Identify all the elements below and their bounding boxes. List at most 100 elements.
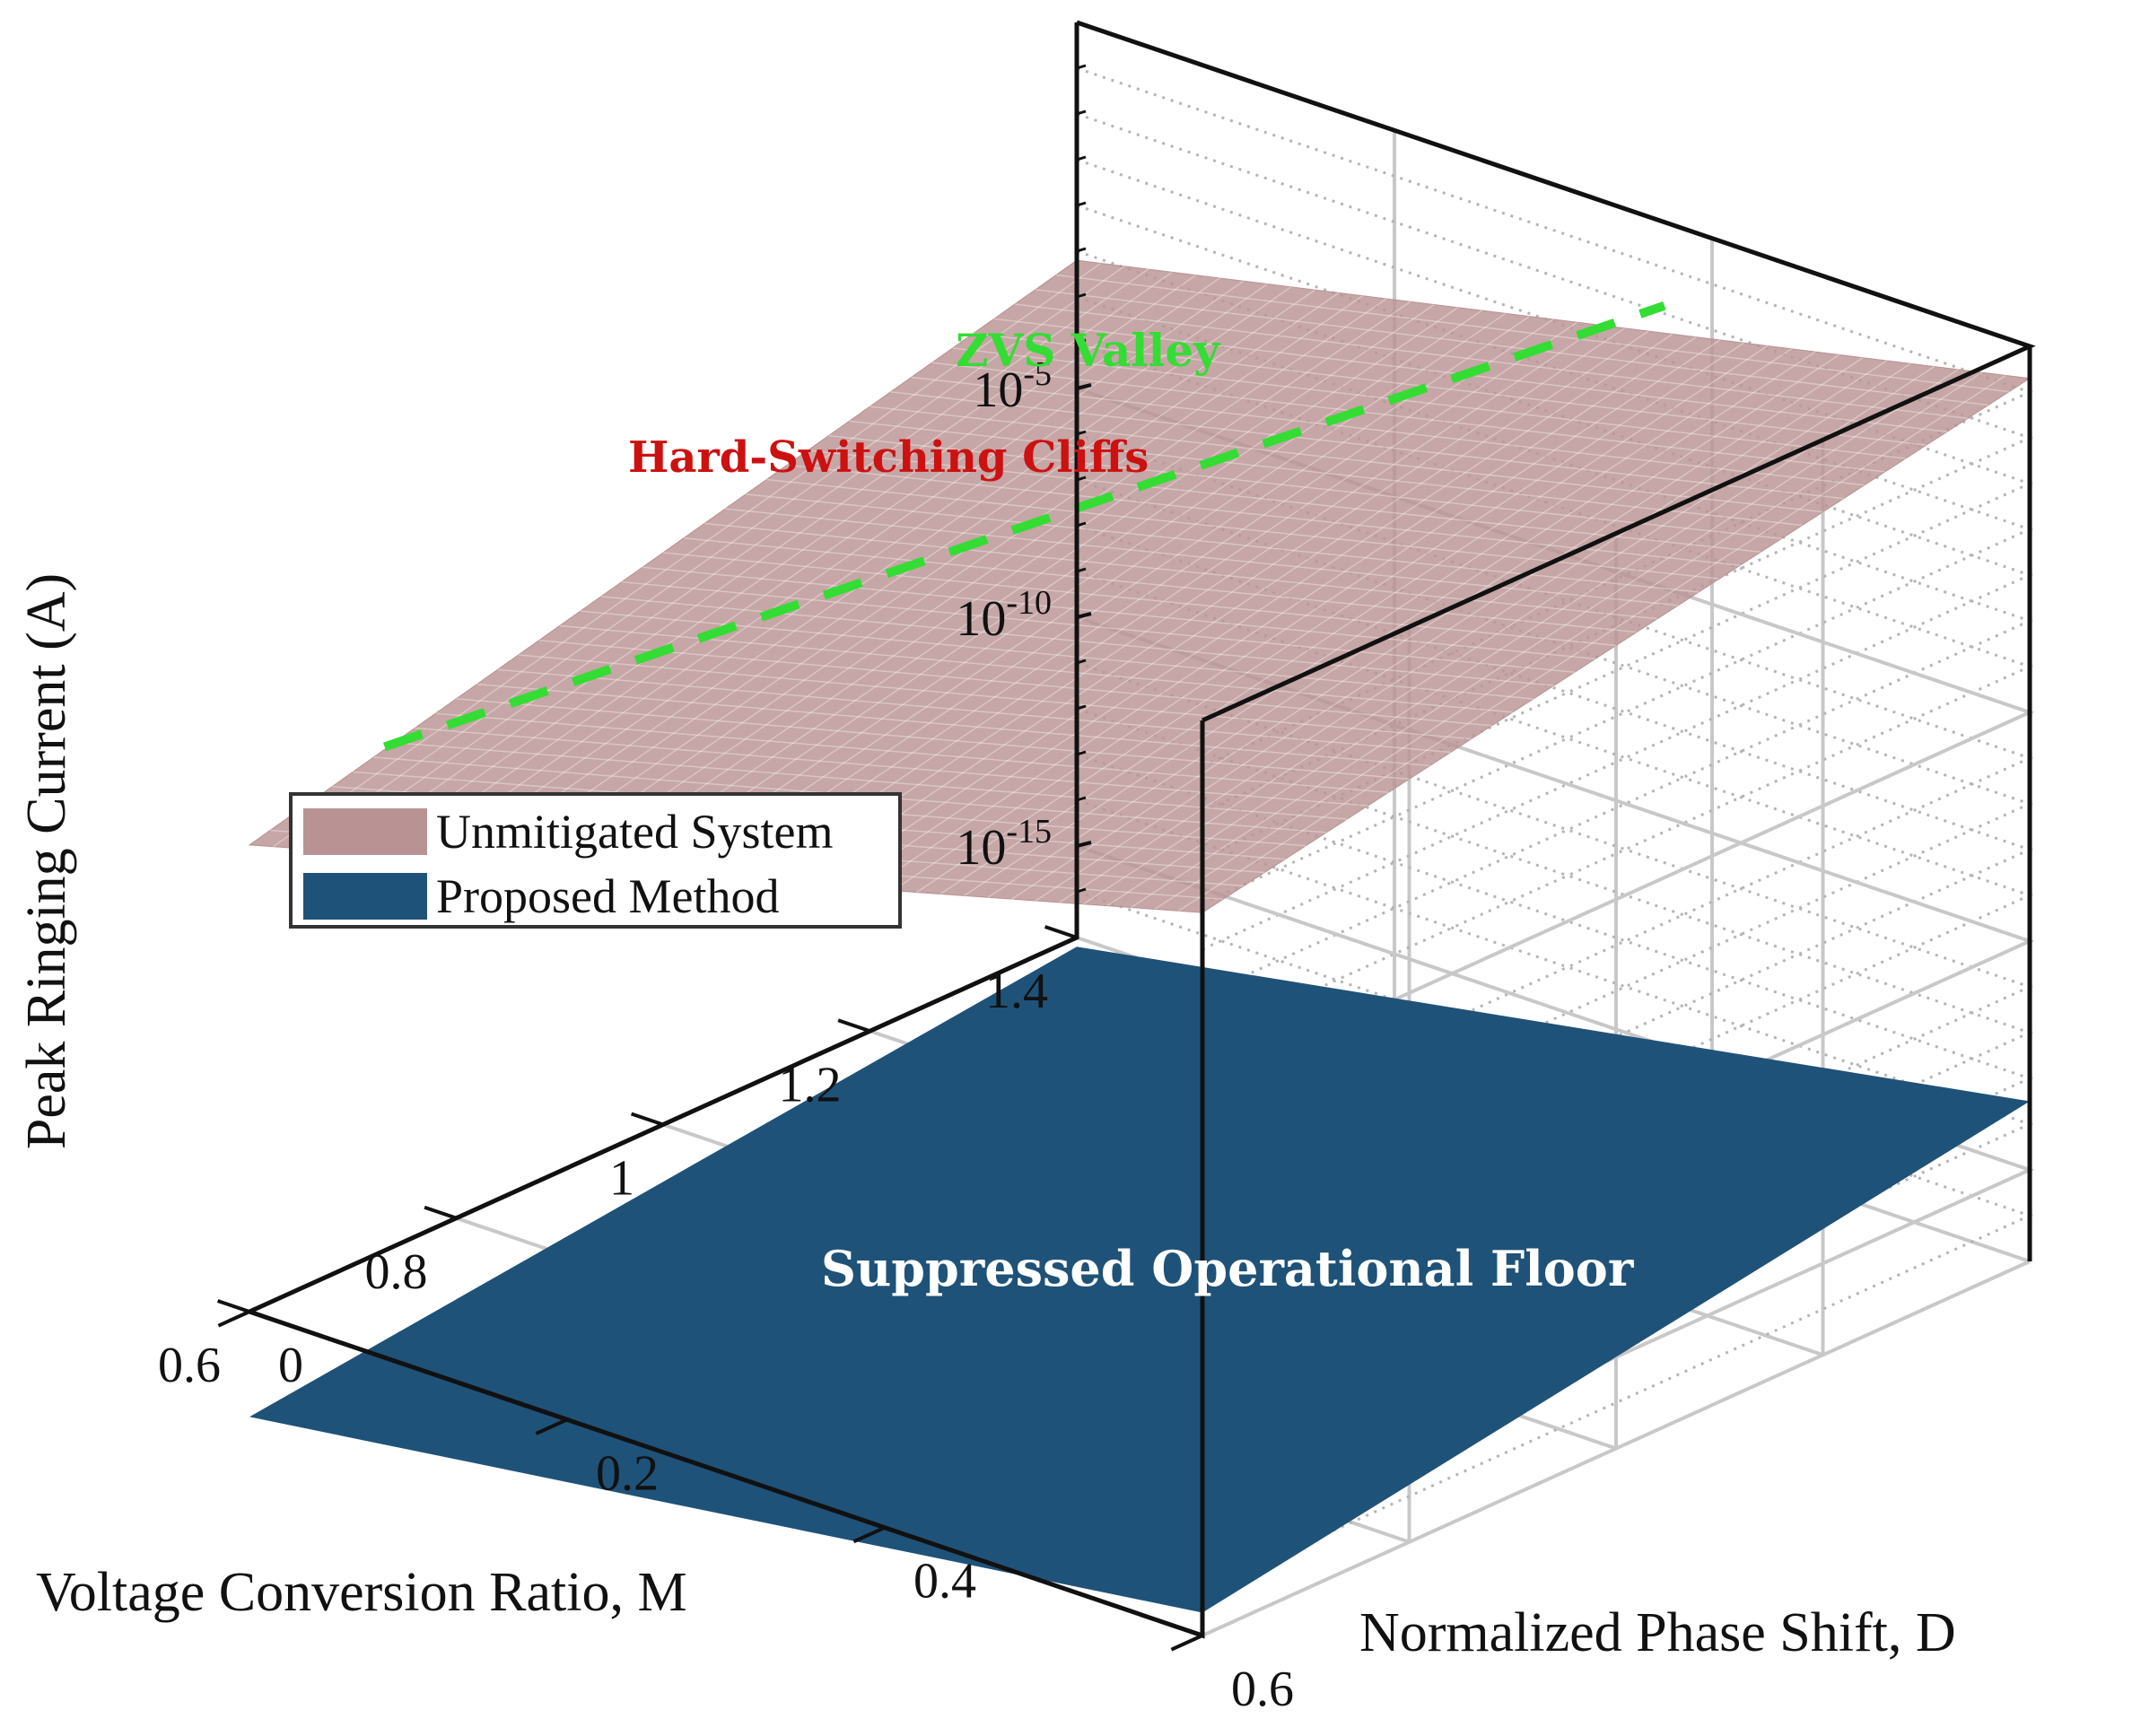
mesh-line — [435, 712, 1389, 793]
mesh-line — [704, 522, 1658, 620]
mesh-line — [1082, 362, 1911, 905]
y-axis-label: Normalized Phase Shift, D — [1359, 1602, 1956, 1663]
tick-labels: 0.6 0.8 1 1.2 1.4 0 0.2 0.4 0.6 10-15 10-10 10-5 — [158, 355, 1294, 1717]
legend-swatch-proposed — [303, 873, 427, 920]
mesh-line — [368, 275, 1197, 854]
legend-swatch-unmitigated — [303, 808, 427, 855]
z-minor-tick — [1076, 750, 1087, 756]
mesh-line — [931, 362, 1885, 473]
mesh-line — [320, 268, 1149, 851]
z-tick-label: 10-5 — [973, 355, 1052, 418]
y-tick-mark — [217, 1310, 250, 1328]
mesh-line — [973, 332, 1927, 446]
surfaces — [248, 259, 2032, 1613]
mesh-line — [487, 289, 1315, 863]
z-minor-tick — [1076, 430, 1087, 436]
proposed-surface — [249, 947, 2030, 1613]
mesh-line — [511, 292, 1340, 865]
zvs-valley-line — [383, 301, 1666, 752]
z-minor-tick — [1076, 64, 1087, 70]
surface-proposed — [249, 947, 2030, 1613]
zvs-valley-annotation: ZVS Valley — [956, 324, 1221, 377]
mesh-line — [725, 508, 1679, 606]
y-tick-label: 0 — [278, 1338, 303, 1393]
x-tick-label: 1.4 — [985, 964, 1048, 1019]
mesh-line — [766, 478, 1720, 580]
legend-label-unmitigated: Unmitigated System — [436, 805, 834, 859]
mesh-line — [911, 376, 1865, 486]
z-axis-label: Peak Ringing Current (A) — [16, 573, 77, 1149]
mesh-line — [1059, 360, 1888, 903]
x-tick-label: 0.6 — [158, 1338, 221, 1393]
mesh-line — [344, 271, 1173, 852]
legend: Unmitigated System Proposed Method — [289, 792, 902, 929]
y-tick-mark — [1170, 1634, 1203, 1652]
mesh-line — [964, 348, 1792, 896]
mesh-line — [273, 262, 1101, 848]
mesh-line — [394, 742, 1348, 820]
suppressed-floor-annotation: Suppressed Operational Floor — [821, 1240, 1634, 1297]
z-minor-tick — [1076, 109, 1087, 116]
mesh-line — [415, 727, 1368, 807]
mesh-line — [535, 295, 1364, 867]
mesh-line — [1014, 303, 1968, 420]
mesh-line — [497, 668, 1451, 754]
mesh-line — [683, 537, 1638, 633]
mesh-line — [391, 277, 1220, 856]
z-minor-tick — [1076, 567, 1087, 573]
mesh-line — [808, 449, 1761, 553]
mesh-line — [844, 333, 1673, 888]
mesh-line — [892, 339, 1721, 892]
x-tick-mark — [1044, 925, 1078, 939]
z-minor-tick — [1076, 796, 1087, 802]
x-tick-mark — [424, 1205, 458, 1220]
z-minor-tick — [1076, 155, 1087, 161]
z-tick-label: 10-15 — [956, 813, 1052, 876]
mesh-line — [1035, 357, 1864, 902]
mesh-line — [773, 324, 1602, 883]
x-tick-label: 0.8 — [365, 1244, 428, 1300]
z-minor-tick — [1076, 887, 1087, 894]
z-minor-tick — [1076, 613, 1087, 619]
mesh-line — [797, 327, 1626, 885]
mesh-line — [677, 312, 1507, 877]
x-tick-label: 1 — [609, 1151, 634, 1207]
floor-gridline-d — [1202, 1260, 2031, 1637]
mesh-line — [1035, 289, 1988, 406]
mesh-line — [559, 624, 1513, 713]
mesh-line — [702, 316, 1530, 878]
z-minor-tick — [1076, 384, 1087, 390]
x-tick-label: 1.2 — [779, 1057, 842, 1112]
y-tick-label: 0.2 — [596, 1445, 659, 1501]
mesh-line — [582, 301, 1411, 869]
x-tick-mark — [837, 1018, 871, 1034]
mesh-line — [1154, 371, 1983, 911]
z-minor-tick — [1076, 704, 1087, 711]
mesh-line — [870, 406, 1823, 513]
y-tick-mark — [535, 1418, 568, 1435]
z-minor-tick — [1076, 521, 1087, 528]
mesh-line — [630, 307, 1459, 873]
z-minor-tick — [1076, 475, 1087, 482]
mesh-line — [653, 310, 1482, 875]
mesh-line — [987, 351, 1816, 898]
mesh-line — [820, 330, 1649, 886]
legend-label-proposed: Proposed Method — [436, 869, 780, 923]
mesh-line — [868, 336, 1697, 890]
x-axis-label: Voltage Conversion Ratio, M — [36, 1562, 687, 1623]
z-minor-tick — [1076, 842, 1087, 848]
mesh-line — [1106, 365, 1936, 907]
y-tick-mark — [852, 1525, 886, 1544]
mesh-line — [849, 420, 1803, 527]
mesh-line — [915, 342, 1744, 894]
mesh-line — [456, 698, 1410, 781]
mesh-line — [296, 266, 1125, 850]
z-minor-tick — [1076, 292, 1087, 299]
hard-switching-annotation: Hard-Switching Cliffs — [628, 432, 1149, 483]
mesh-line — [1011, 353, 1840, 900]
y-tick-label: 0.6 — [1231, 1662, 1294, 1717]
mesh-line — [890, 391, 1844, 500]
legend-item-proposed: Proposed Method — [303, 869, 779, 923]
mesh-line — [662, 552, 1617, 647]
